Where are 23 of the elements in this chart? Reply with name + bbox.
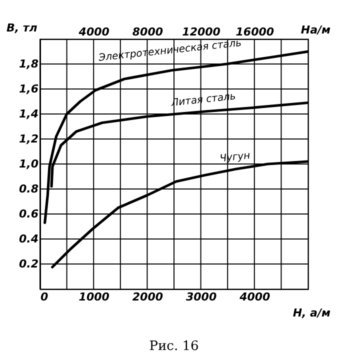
x-tick-label: 3000 [186, 290, 217, 304]
x2-tick-label: 4000 [78, 26, 110, 38]
x2-tick-label: 12000 [182, 26, 221, 38]
x-tick-label: 1000 [78, 290, 110, 304]
y-axis-title: В, тл [6, 22, 38, 34]
x2-tick-label: 8000 [132, 26, 164, 38]
x2-axis-title: На/м [300, 24, 331, 36]
y-tick-label: 1,6 [19, 82, 39, 96]
y-tick-label: 0.6 [19, 208, 39, 220]
x-axis-title: Н, а/м [292, 306, 330, 320]
y-tick-label: 0.2 [19, 258, 39, 270]
y-tick-label: 1,4 [19, 108, 38, 120]
y-tick-label: 1,8 [19, 58, 39, 70]
y-tick-label: 0.8 [19, 182, 39, 196]
text: Чугун [219, 150, 252, 165]
x-tick-label: 0 [40, 290, 48, 304]
y-tick-label: 0.4 [19, 232, 38, 246]
x-tick-label: 4000 [238, 290, 271, 304]
y-tick-label: 1,2 [19, 132, 39, 146]
x2-tick-label: 16000 [236, 26, 274, 38]
text: Рис. 16 [149, 339, 199, 354]
y-tick-label: 1,0 [19, 158, 39, 170]
x-tick-label: 2000 [132, 290, 164, 304]
